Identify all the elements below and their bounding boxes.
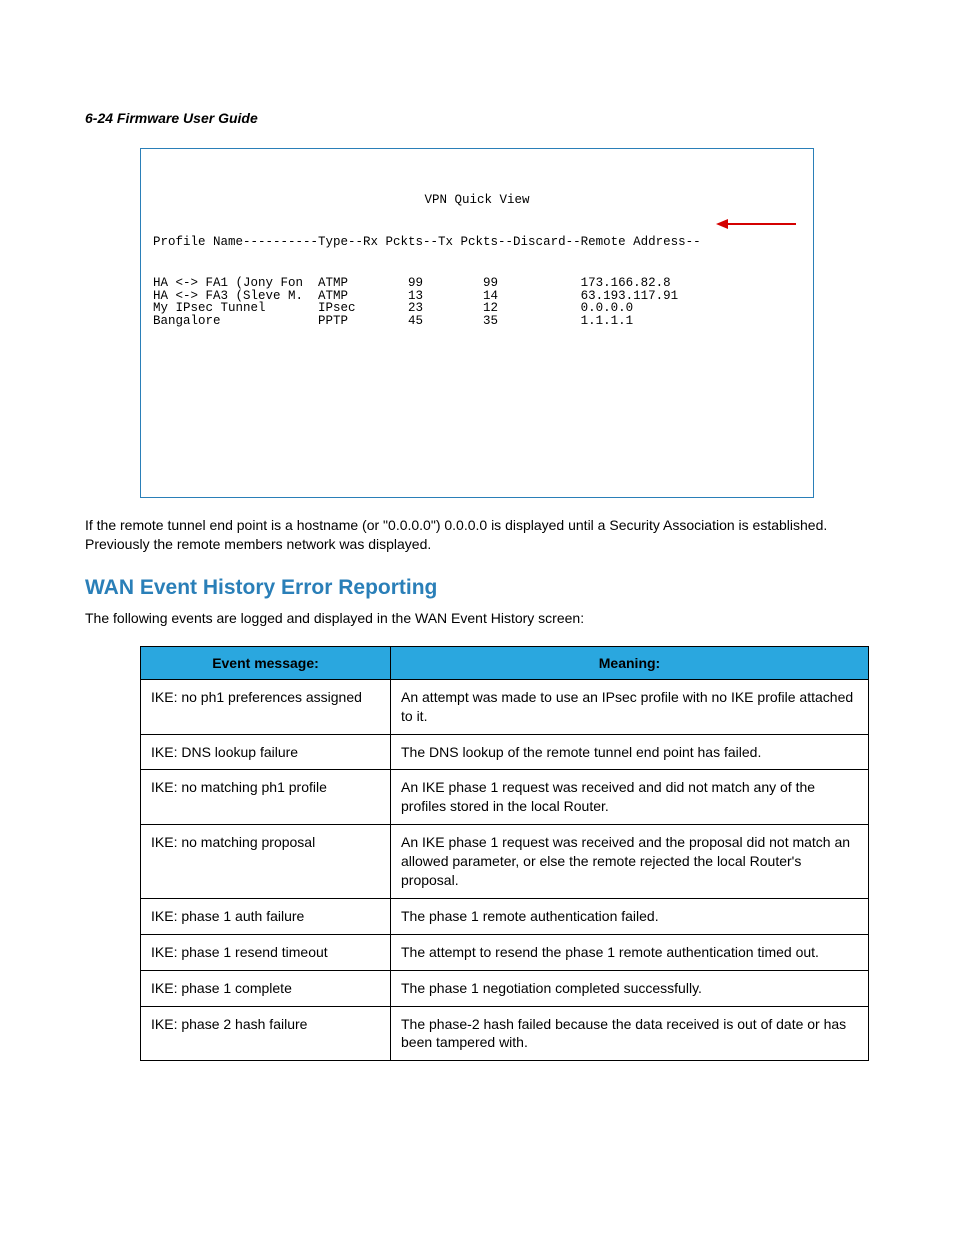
terminal-header-line: Profile Name----------Type--Rx Pckts--Tx… xyxy=(153,236,801,249)
table-cell-meaning: The phase-2 hash failed because the data… xyxy=(391,1006,869,1061)
table-header-row: Event message: Meaning: xyxy=(141,646,869,679)
table-row: IKE: DNS lookup failureThe DNS lookup of… xyxy=(141,734,869,770)
terminal-vpn-quick-view: VPN Quick View Profile Name----------Typ… xyxy=(140,148,814,498)
table-cell-meaning: An IKE phase 1 request was received and … xyxy=(391,825,869,899)
table-cell-event: IKE: phase 1 auth failure xyxy=(141,898,391,934)
table-cell-event: IKE: no matching ph1 profile xyxy=(141,770,391,825)
table-row: IKE: phase 1 resend timeoutThe attempt t… xyxy=(141,934,869,970)
table-cell-meaning: An IKE phase 1 request was received and … xyxy=(391,770,869,825)
document-page: 6-24 Firmware User Guide VPN Quick View … xyxy=(0,0,954,1121)
callout-arrow-icon xyxy=(716,217,796,231)
page-header: 6-24 Firmware User Guide xyxy=(85,110,869,126)
table-header-meaning: Meaning: xyxy=(391,646,869,679)
table-cell-event: IKE: phase 1 complete xyxy=(141,970,391,1006)
terminal-row: HA <-> FA1 (Jony Fon ATMP 99 99 173.166.… xyxy=(153,277,801,290)
table-row: IKE: phase 2 hash failureThe phase-2 has… xyxy=(141,1006,869,1061)
table-row: IKE: no matching ph1 profileAn IKE phase… xyxy=(141,770,869,825)
table-cell-event: IKE: phase 1 resend timeout xyxy=(141,934,391,970)
table-cell-event: IKE: DNS lookup failure xyxy=(141,734,391,770)
table-cell-meaning: The DNS lookup of the remote tunnel end … xyxy=(391,734,869,770)
table-row: IKE: phase 1 auth failureThe phase 1 rem… xyxy=(141,898,869,934)
terminal-row: My IPsec Tunnel IPsec 23 12 0.0.0.0 xyxy=(153,302,801,315)
terminal-row: Bangalore PPTP 45 35 1.1.1.1 xyxy=(153,315,801,328)
paragraph-text: If the remote tunnel end point is a host… xyxy=(85,516,869,554)
table-cell-event: IKE: no ph1 preferences assigned xyxy=(141,679,391,734)
table-cell-event: IKE: phase 2 hash failure xyxy=(141,1006,391,1061)
terminal-title: VPN Quick View xyxy=(153,194,801,207)
table-cell-meaning: The phase 1 negotiation completed succes… xyxy=(391,970,869,1006)
section-lead-text: The following events are logged and disp… xyxy=(85,610,869,626)
table-header-event: Event message: xyxy=(141,646,391,679)
table-row: IKE: no ph1 preferences assignedAn attem… xyxy=(141,679,869,734)
section-heading: WAN Event History Error Reporting xyxy=(85,576,869,600)
table-cell-meaning: The attempt to resend the phase 1 remote… xyxy=(391,934,869,970)
table-cell-meaning: An attempt was made to use an IPsec prof… xyxy=(391,679,869,734)
table-row: IKE: phase 1 completeThe phase 1 negotia… xyxy=(141,970,869,1006)
table-cell-meaning: The phase 1 remote authentication failed… xyxy=(391,898,869,934)
table-cell-event: IKE: no matching proposal xyxy=(141,825,391,899)
event-table: Event message: Meaning: IKE: no ph1 pref… xyxy=(140,646,869,1062)
table-row: IKE: no matching proposalAn IKE phase 1 … xyxy=(141,825,869,899)
terminal-rows: HA <-> FA1 (Jony Fon ATMP 99 99 173.166.… xyxy=(153,277,801,327)
